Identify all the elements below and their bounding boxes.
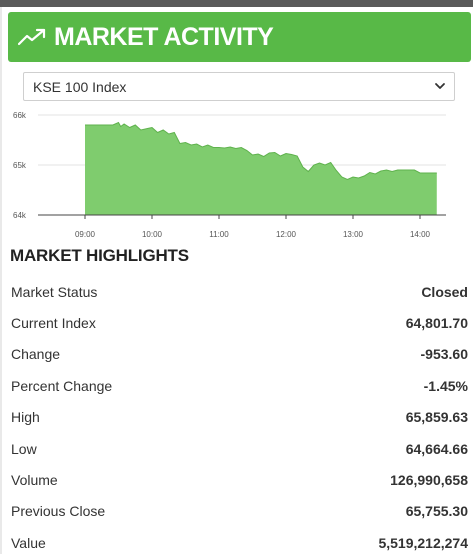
highlight-value: Closed — [421, 283, 468, 300]
highlight-label: Previous Close — [11, 503, 106, 520]
highlight-label: Current Index — [11, 315, 96, 332]
y-tick-label: 64k — [13, 211, 27, 220]
y-tick-label: 65k — [13, 161, 27, 170]
highlight-value: 126,990,658 — [390, 472, 468, 489]
highlight-row: Value 5,519,212,274 — [0, 527, 473, 558]
highlight-label: Volume — [11, 472, 58, 489]
index-chart: 66k 65k 64k 09:00 10:00 11:00 12:00 13:00 14:00 — [0, 104, 473, 240]
x-tick-label: 13:00 — [343, 230, 364, 239]
index-chart-svg: 66k 65k 64k 09:00 10:00 11:00 12:00 13:00 14:00 — [13, 111, 446, 239]
y-tick-label: 66k — [13, 111, 27, 120]
highlight-value: -953.60 — [420, 346, 468, 363]
highlight-value: 65,859.63 — [405, 409, 468, 426]
highlights-table: Market Status Closed Current Index 64,801.7… — [0, 276, 473, 559]
index-select-value: KSE 100 Index — [33, 78, 127, 95]
highlight-value: 65,755.30 — [405, 503, 468, 520]
highlight-value: -1.45% — [423, 377, 468, 394]
highlight-row: Current Index 64,801.70 — [0, 307, 473, 338]
x-tick-label: 10:00 — [142, 230, 163, 239]
highlight-row: Previous Close 65,755.30 — [0, 496, 473, 527]
highlight-value: 64,664.66 — [405, 440, 468, 457]
chevron-down-icon — [435, 83, 445, 89]
highlight-label: High — [11, 409, 40, 426]
x-tick-label: 11:00 — [209, 230, 229, 239]
highlight-label: Low — [11, 440, 37, 457]
highlight-label: Value — [11, 534, 46, 551]
highlight-row: Change -953.60 — [0, 339, 473, 370]
trending-up-icon — [18, 28, 46, 46]
highlights-title: MARKET HIGHLIGHTS — [10, 246, 189, 265]
page-title: MARKET ACTIVITY — [54, 22, 274, 51]
x-tick-label: 12:00 — [276, 230, 297, 239]
highlight-row: Market Status Closed — [0, 276, 473, 307]
highlight-row: Volume 126,990,658 — [0, 464, 473, 495]
highlight-label: Market Status — [11, 283, 98, 300]
index-select[interactable]: KSE 100 Index — [23, 72, 455, 101]
highlight-row: High 65,859.63 — [0, 402, 473, 433]
series-line — [85, 121, 437, 181]
series-area — [85, 122, 437, 215]
highlight-value: 5,519,212,274 — [378, 534, 468, 551]
highlight-label: Change — [11, 346, 61, 363]
x-tick-label: 09:00 — [75, 230, 96, 239]
market-activity-header: MARKET ACTIVITY — [8, 12, 471, 62]
highlight-row: Percent Change -1.45% — [0, 370, 473, 401]
top-bar — [0, 0, 473, 7]
highlight-row: Low 64,664.66 — [0, 433, 473, 464]
highlight-label: Percent Change — [11, 377, 113, 394]
x-tick-label: 14:00 — [410, 230, 431, 239]
highlight-value: 64,801.70 — [405, 315, 468, 332]
left-edge — [0, 7, 2, 554]
